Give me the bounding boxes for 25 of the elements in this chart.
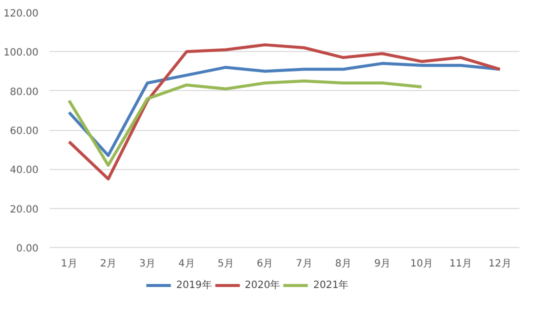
- x-tick-label: 1月: [60, 258, 78, 270]
- y-tick-label: 100.00: [4, 48, 39, 59]
- x-tick-label: 4月: [178, 258, 195, 270]
- x-tick-label: 6月: [256, 258, 274, 270]
- legend-label: 2020年: [244, 279, 280, 292]
- x-tick-label: 8月: [335, 258, 352, 270]
- legend-label: 2019年: [176, 279, 212, 292]
- y-tick-label: 120.00: [4, 8, 39, 20]
- x-tick-label: 2月: [100, 258, 116, 270]
- x-tick-label: 7月: [296, 258, 312, 270]
- y-tick-label: 20.00: [10, 204, 39, 216]
- x-tick-label: 3月: [139, 258, 156, 270]
- line-series: [68, 80, 424, 167]
- x-tick-label: 10月: [410, 258, 433, 270]
- legend-label: 2021年: [313, 279, 349, 292]
- y-tick-label: 0.00: [16, 244, 38, 254]
- x-tick-label: 12月: [488, 258, 512, 270]
- y-tick-label: 60.00: [10, 126, 39, 137]
- x-tick-label: 5月: [218, 258, 234, 270]
- x-tick-label: 11月: [449, 258, 472, 270]
- line-series: [68, 43, 502, 180]
- y-tick-label: 80.00: [10, 86, 39, 98]
- line-series: [68, 62, 502, 157]
- y-tick-label: 40.00: [10, 165, 39, 176]
- x-tick-label: 9月: [374, 258, 391, 270]
